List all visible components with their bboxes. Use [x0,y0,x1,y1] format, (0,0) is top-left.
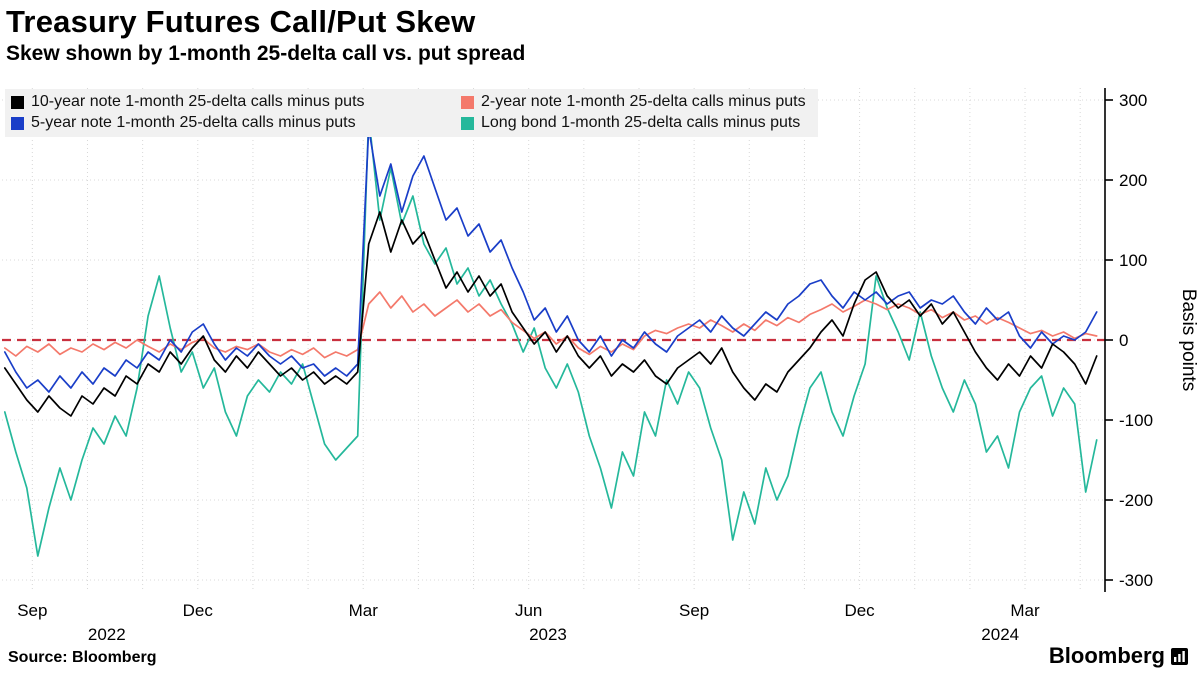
axis-text: -100 [1119,411,1153,430]
axis-text: 100 [1119,251,1147,270]
chart-header: Treasury Futures Call/Put Skew Skew show… [0,0,525,66]
axis-text: Mar [349,601,379,620]
chart-legend: 10-year note 1-month 25-delta calls minu… [5,89,818,137]
legend-item-10-year-note: 10-year note 1-month 25-delta calls minu… [11,93,461,111]
axis-text: Mar [1010,601,1040,620]
axis-text: Dec [844,601,875,620]
axis-text: 2022 [88,625,126,644]
legend-label-2-year-note: 2-year note 1-month 25-delta calls minus… [481,93,806,110]
legend-label-long-bond: Long bond 1-month 25-delta calls minus p… [481,114,801,131]
page-title: Treasury Futures Call/Put Skew [6,4,476,39]
legend-swatch-5-year-note [11,116,24,130]
page-subtitle: Skew shown by 1-month 25-delta call vs. … [6,41,526,65]
series-line-10-year-note [3,211,1098,417]
axis-text: Basis points [1178,289,1199,391]
axis-text: 200 [1119,171,1147,190]
series-line-2-year-note [3,291,1098,359]
axis-text: Sep [17,601,47,620]
axis-text: Jun [515,601,542,620]
legend-item-5-year-note: 5-year note 1-month 25-delta calls minus… [11,114,461,132]
source-label: Source: Bloomberg [8,649,157,666]
series-line-long-bond [3,115,1098,557]
series-line-5-year-note [3,127,1098,393]
axis-text: 300 [1119,91,1147,110]
axis-text: -300 [1119,571,1153,590]
legend-swatch-2-year-note [461,95,474,109]
bloomberg-logo-icon [1171,647,1188,665]
axis-text: 2024 [981,625,1019,644]
axis-text: Sep [679,601,709,620]
bloomberg-logo: Bloomberg [1049,643,1188,669]
axis-text: -200 [1119,491,1153,510]
legend-item-2-year-note: 2-year note 1-month 25-delta calls minus… [461,93,806,111]
legend-swatch-long-bond [461,116,474,130]
axis-text: 2023 [529,625,567,644]
legend-swatch-10-year-note [11,95,24,109]
bloomberg-wordmark: Bloomberg [1048,643,1165,668]
legend-item-long-bond: Long bond 1-month 25-delta calls minus p… [461,114,806,132]
legend-label-10-year-note: 10-year note 1-month 25-delta calls minu… [31,93,365,110]
legend-label-5-year-note: 5-year note 1-month 25-delta calls minus… [31,114,356,131]
axis-text: 0 [1119,331,1128,350]
axis-text: Dec [183,601,214,620]
